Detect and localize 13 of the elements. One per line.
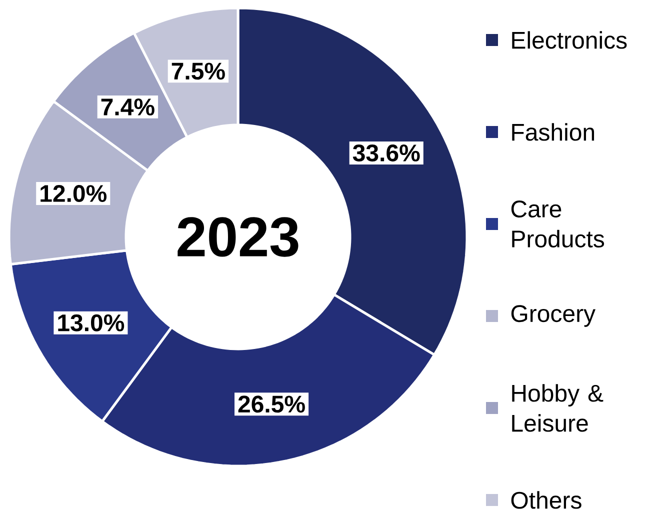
data-label: 7.5%: [172, 62, 225, 80]
data-label: 33.6%: [352, 144, 420, 162]
text: 2023: [178, 217, 298, 257]
legend-label: Grocery: [511, 305, 596, 327]
legend-label: Electronics: [512, 31, 627, 49]
data-label: 13.0%: [58, 314, 124, 332]
legend-label: Hobby & Leisure: [512, 384, 604, 432]
legend-label: Care Products: [511, 200, 604, 248]
legend-label: Fashion: [512, 123, 594, 141]
legend-label: Others: [511, 491, 582, 509]
data-label: 12.0%: [40, 185, 107, 202]
data-label: 7.4%: [101, 98, 154, 116]
data-label: 26.5%: [238, 396, 305, 413]
